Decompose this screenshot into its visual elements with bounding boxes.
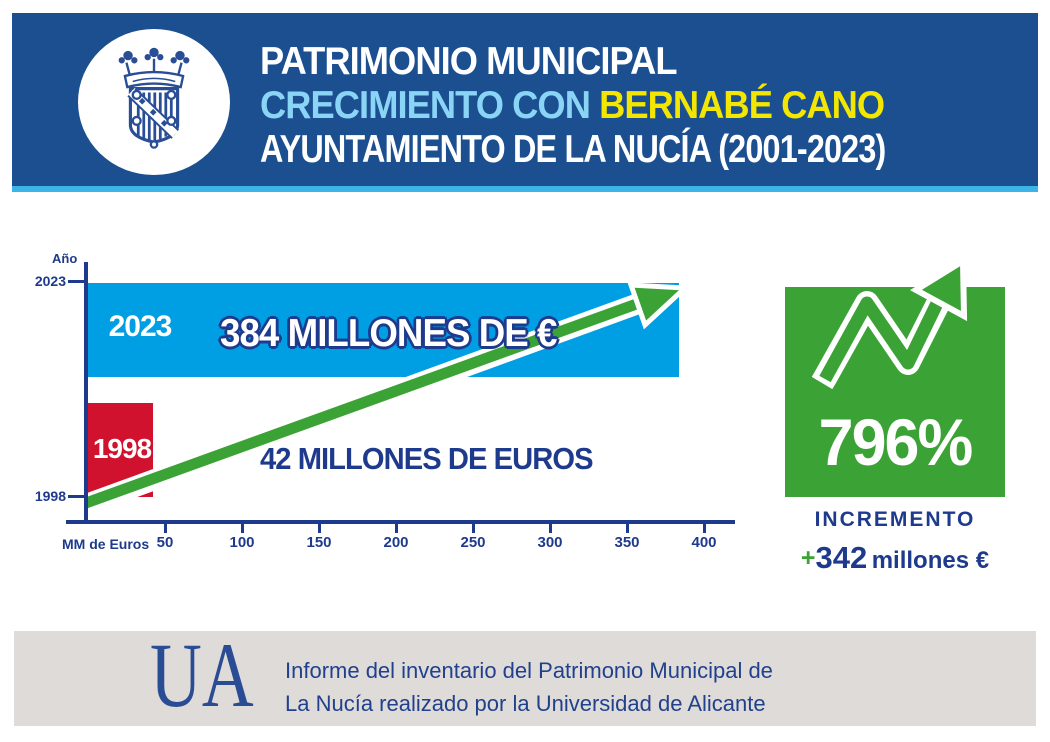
x-axis-line [66,520,735,524]
x-tick-mark-100 [241,522,244,533]
x-tick-label-100: 100 [229,534,255,551]
trending-up-arrow-icon [785,255,1005,497]
x-tick-mark-350 [626,522,629,533]
bar-1998-value-label: 42 MILLONES DE EUROS [260,441,594,476]
x-tick-mark-300 [549,522,552,533]
x-tick-mark-200 [395,522,398,533]
y-tick-label-1998: 1998 [34,488,66,504]
title-line-2: CRECIMIENTO CON BERNABÉ CANO [260,84,976,128]
plus-sign: + [800,544,816,572]
x-tick-mark-50 [164,522,167,533]
x-tick-mark-150 [318,522,321,533]
x-tick-label-150: 150 [306,534,332,551]
x-tick-label-250: 250 [460,534,486,551]
increment-percentage: 796% [818,405,974,479]
title-line-1: PATRIMONIO MUNICIPAL [260,40,678,83]
header-title-block: PATRIMONIO MUNICIPAL CRECIMIENTO CON BER… [260,40,1030,172]
y-tick-mark-2023 [68,280,84,283]
x-tick-label-350: 350 [614,534,640,551]
x-tick-label-50: 50 [156,534,174,551]
footer-line-1: Informe del inventario del Patrimonio Mu… [285,658,773,683]
x-axis-title: MM de Euros [62,536,150,552]
municipal-crest-logo [78,29,230,175]
footer-line-2: La Nucía realizado por la Universidad de… [285,691,766,716]
y-axis-line [84,262,88,524]
y-tick-mark-1998 [68,495,84,498]
bar-2023-value-label: 384 MILLONES DE € [220,312,557,355]
title-line-3: AYUNTAMIENTO DE LA NUCÍA (2001-2023) [260,128,886,171]
la-nucia-crest-icon [118,47,190,149]
title-line-2-name: BERNABÉ CANO [599,84,885,127]
increment-delta: +342 millones € [765,540,1025,576]
x-tick-label-200: 200 [383,534,409,551]
x-tick-label-300: 300 [537,534,563,551]
header-accent-stripe [12,186,1038,192]
y-tick-label-2023: 2023 [34,273,66,289]
header-banner: PATRIMONIO MUNICIPAL CRECIMIENTO CON BER… [12,13,1038,186]
x-tick-mark-250 [472,522,475,533]
y-axis-title: Año [52,251,78,266]
footer-report-text: Informe del inventario del Patrimonio Mu… [285,654,773,720]
bar-1998-category-label: 1998 [92,433,152,464]
bar-2023-category-label: 2023 [108,310,173,343]
delta-value: 342 [815,540,868,575]
delta-unit: millones € [871,547,990,574]
title-line-2-growth: CRECIMIENTO CON [260,84,600,127]
x-tick-label-400: 400 [691,534,717,551]
footer-bar: UA Informe del inventario del Patrimonio… [14,625,1036,726]
x-tick-mark-400 [703,522,706,533]
increment-label: INCREMENTO [814,508,976,531]
ua-university-logo: UA [150,624,254,726]
